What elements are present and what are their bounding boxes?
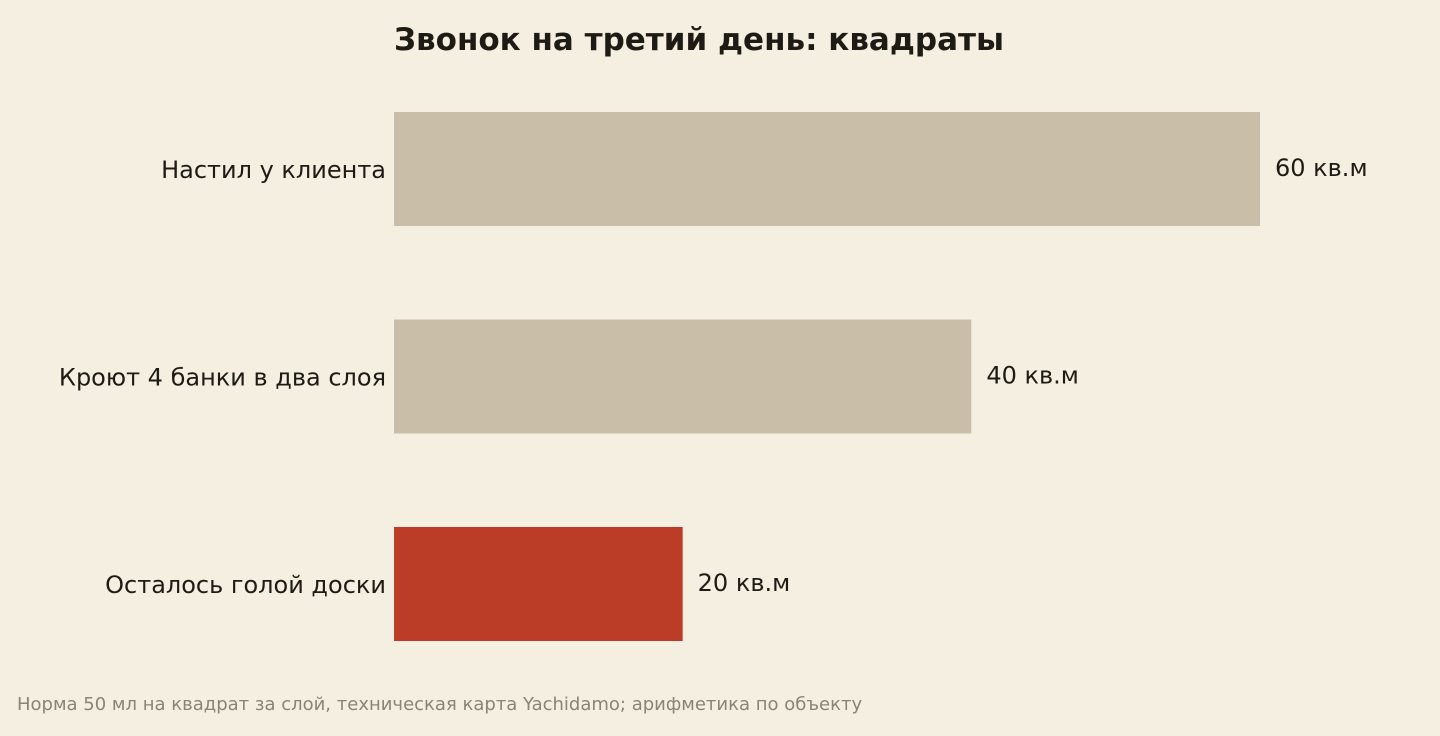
category-labels-group: Настил у клиента Кроют 4 банки в два слоя…	[59, 156, 386, 599]
category-label-2: Кроют 4 банки в два слоя	[59, 364, 386, 392]
bar-2	[394, 319, 972, 434]
value-label-3: 20 кв.м	[698, 569, 791, 597]
value-label-2: 40 кв.м	[986, 362, 1079, 390]
bar-3	[394, 527, 683, 641]
bars-group	[394, 112, 1260, 641]
chart-title: Звонок на третий день: квадраты	[394, 22, 1004, 58]
value-labels-group: 60 кв.м 40 кв.м 20 кв.м	[698, 154, 1368, 597]
bar-1	[394, 112, 1260, 226]
category-label-3: Осталось голой доски	[105, 571, 386, 599]
category-label-1: Настил у клиента	[161, 156, 386, 184]
value-label-1: 60 кв.м	[1275, 154, 1368, 182]
source-footnote: Норма 50 мл на квадрат за слой, техничес…	[17, 694, 863, 715]
